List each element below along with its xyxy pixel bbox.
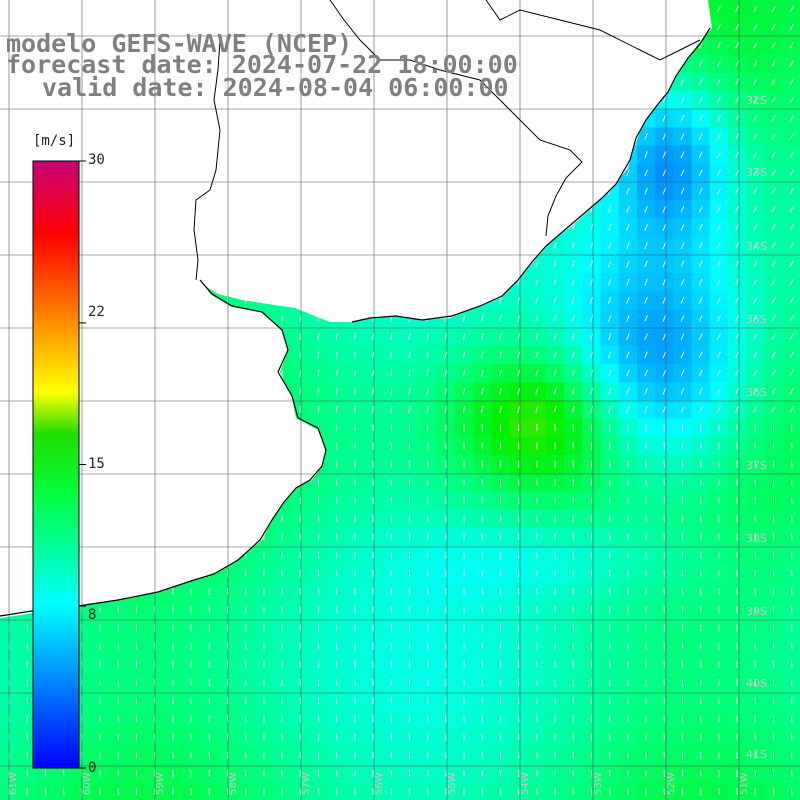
colorbar-tick-8: 8 — [88, 607, 96, 623]
wind-arrow — [282, 370, 283, 377]
lon-label: 52W — [666, 772, 677, 795]
wind-arrow — [300, 406, 301, 413]
lat-label: 35S — [746, 313, 767, 326]
colorbar — [33, 161, 79, 768]
lat-label: 37S — [746, 459, 767, 472]
wind-arrow — [300, 370, 301, 377]
lon-label: 61W — [8, 772, 19, 795]
colorbar-tick-22: 22 — [88, 304, 105, 320]
lon-label: 51W — [739, 772, 750, 795]
wind-arrow — [300, 315, 301, 322]
lon-label: 57W — [301, 772, 312, 795]
lat-label: 41S — [746, 748, 767, 761]
lon-label: 56W — [374, 772, 385, 795]
lat-label: 34S — [746, 240, 767, 253]
colorbar-tick-30: 30 — [88, 152, 105, 168]
lat-label: 38S — [746, 532, 767, 545]
lat-label: 32S — [746, 94, 767, 107]
lat-label: 39S — [746, 605, 767, 618]
lon-label: 53W — [593, 772, 604, 795]
wind-arrow — [282, 315, 283, 322]
lat-label: 33S — [746, 166, 767, 179]
wind-arrow — [300, 351, 301, 358]
lon-label: 60W — [82, 772, 93, 795]
lon-label: 54W — [520, 772, 531, 795]
valid-date: valid date: 2024-08-04 06:00:00 — [42, 75, 509, 100]
lon-label: 58W — [228, 772, 239, 795]
lat-label: 40S — [746, 677, 767, 690]
lon-label: 55W — [447, 772, 458, 795]
wind-arrow — [300, 388, 301, 395]
wind-arrow — [300, 333, 301, 340]
lat-label: 36S — [746, 386, 767, 399]
colorbar-tick-15: 15 — [88, 456, 105, 472]
colorbar-unit: [m/s] — [33, 133, 75, 149]
lon-label: 59W — [155, 772, 166, 795]
